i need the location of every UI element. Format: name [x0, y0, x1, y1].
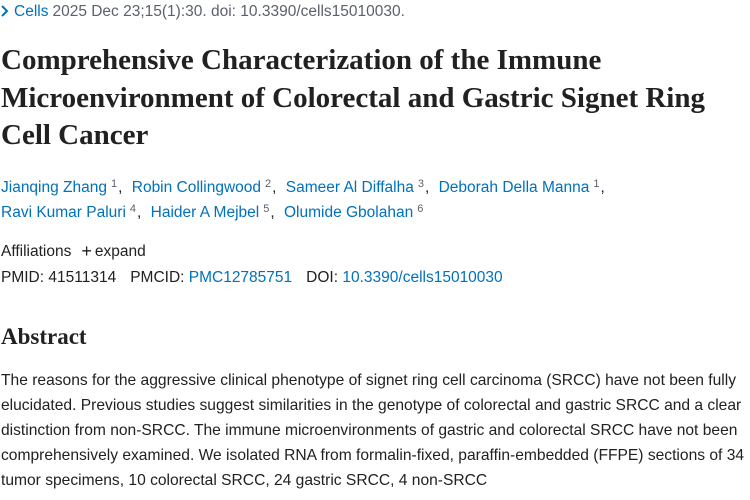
affiliation-number: 4 — [129, 203, 137, 215]
chevron-icon — [1, 5, 9, 17]
author-name[interactable]: Robin Collingwood — [131, 179, 261, 196]
affiliation-number: 6 — [417, 203, 424, 215]
abstract-text: The reasons for the aggressive clinical … — [1, 372, 745, 489]
pmcid-link[interactable]: PMC12785751 — [188, 269, 293, 286]
journal-link[interactable]: Cells — [14, 3, 49, 20]
author-name[interactable]: Sameer Al Diffalha — [285, 179, 414, 196]
affiliations-label: Affiliations — [1, 243, 72, 260]
abstract-heading: Abstract — [1, 324, 87, 349]
author: Jianqing Zhang 1 — [1, 178, 127, 197]
author-name[interactable]: Olumide Gbolahan — [283, 204, 414, 221]
doi-link[interactable]: 10.3390/cells15010030 — [342, 269, 503, 286]
author: Ravi Kumar Paluri 4 — [1, 203, 146, 222]
author: Haider A Mejbel 5 — [150, 203, 280, 222]
pmcid-label: PMCID: — [130, 269, 185, 286]
author-name[interactable]: Ravi Kumar Paluri — [1, 204, 126, 221]
citation-details: 2025 Dec 23;15(1):30. doi: 10.3390/cells… — [52, 3, 405, 20]
author: Sameer Al Diffalha 3 — [285, 178, 435, 197]
author-name[interactable]: Jianqing Zhang — [1, 179, 107, 196]
plus-icon[interactable]: + — [81, 241, 92, 261]
expand-toggle[interactable]: expand — [94, 243, 146, 260]
author-list: Jianqing Zhang 1 Robin Collingwood 2 Samee… — [1, 175, 681, 225]
affiliations: Affiliations + expand — [1, 241, 146, 262]
pmid-label: PMID: — [1, 269, 45, 286]
affiliation-number: 3 — [417, 178, 424, 190]
affiliation-number: 1 — [593, 178, 600, 190]
doi-label: DOI: — [306, 269, 339, 286]
affiliation-number: 2 — [265, 178, 272, 190]
author-name[interactable]: Deborah Della Manna — [438, 179, 590, 196]
affiliation-number: 1 — [111, 178, 118, 190]
citation: Cells 2025 Dec 23;15(1):30. doi: 10.3390/… — [0, 3, 405, 21]
author: Deborah Della Manna 1 — [438, 178, 610, 197]
author: Olumide Gbolahan 6 — [283, 203, 424, 222]
author: Robin Collingwood 2 — [131, 178, 282, 197]
article-title: Comprehensive Characterization of the Im… — [1, 44, 705, 151]
author-name[interactable]: Haider A Mejbel — [150, 204, 260, 221]
identifiers: PMID: 41511314 PMCID: PMC12785751 DOI: 10.… — [1, 269, 503, 287]
affiliation-number: 5 — [263, 203, 270, 215]
pmid: 41511314 — [48, 269, 117, 286]
